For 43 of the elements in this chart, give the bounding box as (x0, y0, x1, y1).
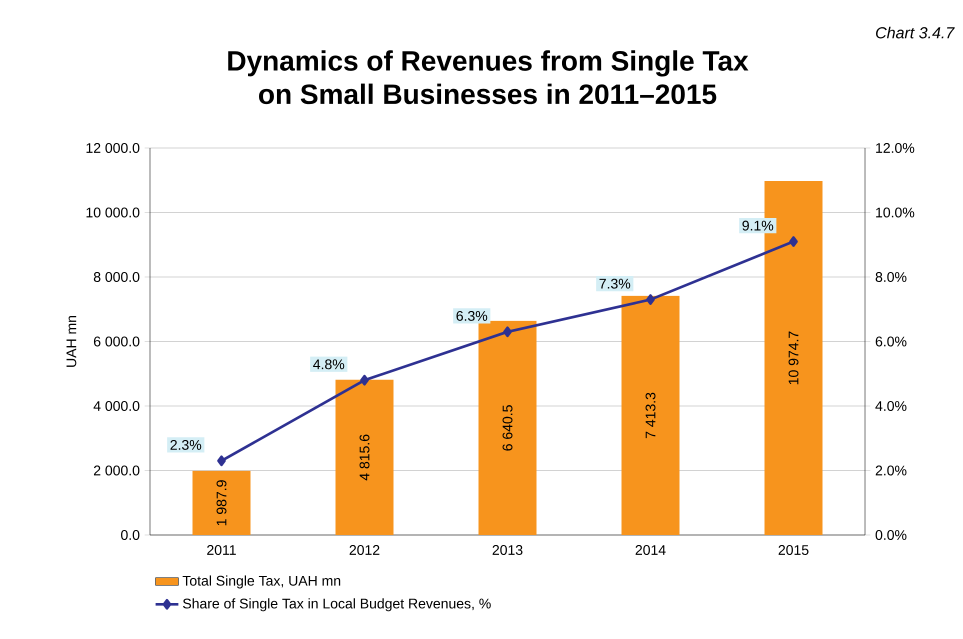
y-tick-label: 10 000.0 (86, 208, 140, 218)
data-label: 4.8% (313, 359, 344, 370)
data-label: 9.1% (742, 220, 774, 231)
data-label: 2.3% (170, 440, 202, 450)
y-tick-label: 8 000.0 (94, 272, 140, 282)
y2-tick-label: 0.0% (876, 530, 906, 540)
x-tick-label: 2014 (636, 545, 666, 555)
x-tick-label: 2013 (492, 545, 522, 555)
y-tick-label: 2 000.0 (94, 466, 140, 476)
point (503, 326, 512, 338)
y2-tick-label: 8.0% (876, 272, 906, 282)
data-label: 1 987.9 (216, 480, 226, 526)
x-tick-label: 2012 (350, 545, 380, 555)
caption: Chart 3.4.7 (876, 26, 955, 38)
legend-label: Total Single Tax, UAH mn (182, 575, 340, 588)
y2-tick-label: 2.0% (876, 466, 906, 476)
x-tick-label: 2015 (778, 545, 808, 555)
point (789, 236, 798, 247)
y-tick-label: 6 000.0 (94, 336, 140, 346)
data-label: 7 413.3 (646, 392, 656, 438)
data-label: 7.3% (600, 278, 630, 289)
chart-title: Dynamics of Revenues from Single Tax on Small Businesses in 2011–2015 (228, 50, 748, 104)
y-tick-label: 12 000.0 (86, 143, 140, 153)
y-axis-title: UAH mn (66, 316, 76, 367)
bar (336, 380, 394, 535)
y2-tick-label: 6.0% (876, 336, 906, 346)
point (217, 455, 226, 466)
data-label: 6.3% (456, 310, 488, 321)
data-label: 6 640.5 (502, 405, 512, 451)
y2-tick-label: 12.0% (876, 143, 914, 153)
bar (622, 296, 680, 535)
legend-label: Share of Single Tax in Local Budget Revenues, % (182, 598, 491, 612)
data-label: 4 815.6 (360, 434, 370, 480)
point (360, 374, 369, 386)
data-label: 10 974.7 (788, 332, 798, 384)
point (646, 294, 655, 305)
y-tick-label: 0.0 (121, 530, 140, 540)
x-tick-label: 2011 (207, 545, 236, 555)
y-tick-label: 4 000.0 (94, 401, 140, 411)
y2-tick-label: 10.0% (876, 208, 914, 218)
y2-tick-label: 4.0% (875, 401, 906, 411)
bar (192, 470, 251, 535)
bar (478, 320, 537, 535)
